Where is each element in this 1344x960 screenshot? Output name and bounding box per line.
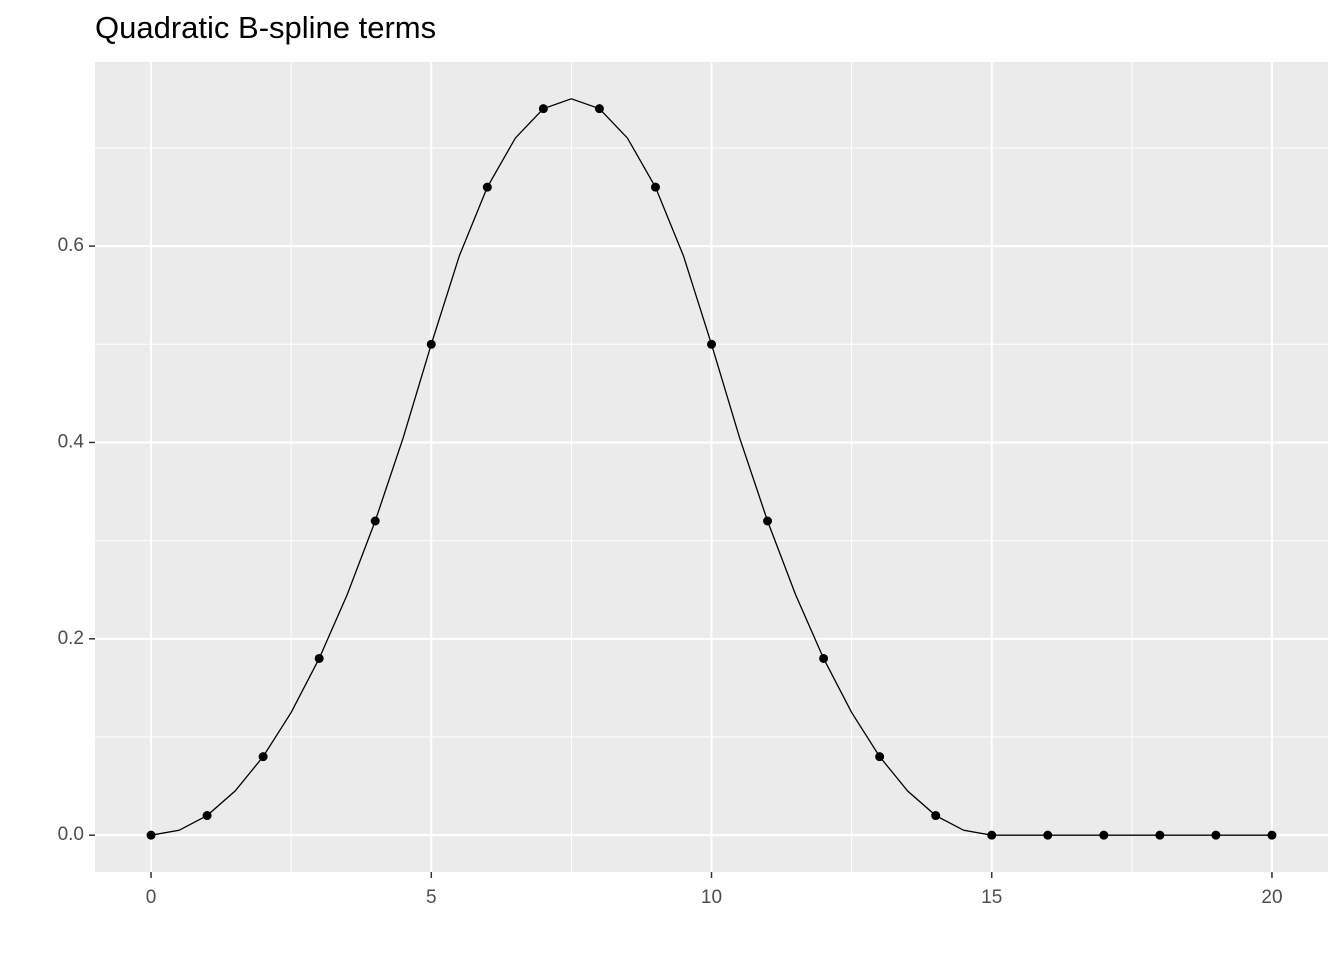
y-tick-label: 0.0 xyxy=(58,824,84,845)
x-tick-label: 20 xyxy=(1261,887,1282,908)
point xyxy=(258,752,268,762)
point xyxy=(987,830,997,840)
point xyxy=(875,752,885,762)
point xyxy=(1267,830,1277,840)
point xyxy=(538,104,548,114)
point xyxy=(1099,830,1109,840)
point xyxy=(202,811,212,821)
x-tick-label: 10 xyxy=(701,887,722,908)
y-tick-label: 0.4 xyxy=(58,431,85,452)
point xyxy=(707,339,716,349)
point xyxy=(1043,830,1053,840)
y-tick-label: 0.6 xyxy=(58,235,84,256)
point xyxy=(819,653,829,663)
point xyxy=(482,182,492,192)
point xyxy=(594,104,604,114)
point xyxy=(650,182,660,192)
x-tick-label: 5 xyxy=(426,887,437,908)
point xyxy=(314,653,324,663)
point xyxy=(1155,830,1165,840)
y-tick-label: 0.2 xyxy=(58,628,84,649)
chart-title: Quadratic B-spline terms xyxy=(95,10,436,45)
point xyxy=(931,811,941,821)
point xyxy=(763,516,773,526)
point xyxy=(1211,830,1221,840)
point xyxy=(370,516,380,526)
x-tick-label: 0 xyxy=(146,887,157,908)
point xyxy=(426,339,436,349)
point xyxy=(146,830,156,840)
x-tick-label: 15 xyxy=(981,887,1002,908)
